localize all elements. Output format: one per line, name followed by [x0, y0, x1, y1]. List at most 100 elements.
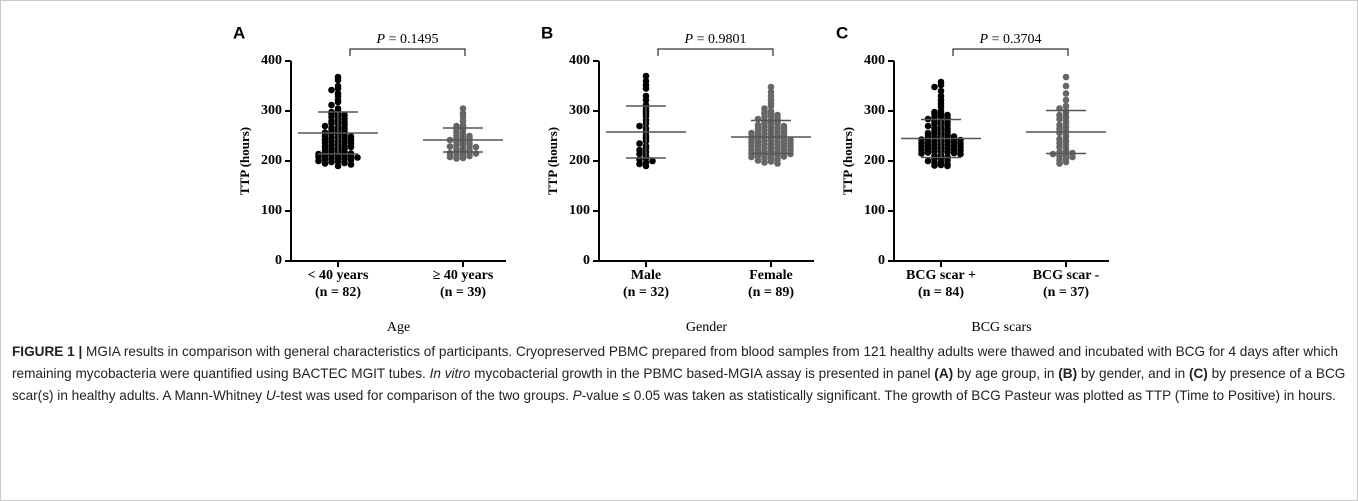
error-bar	[751, 119, 791, 155]
data-point	[1062, 90, 1070, 97]
panel-label: A	[233, 23, 245, 42]
data-point	[347, 143, 355, 151]
caption-text: by gender, and in	[1077, 366, 1189, 381]
y-axis-label: TTP (hours)	[237, 127, 252, 195]
p-number: = 0.9801	[693, 32, 746, 47]
y-tick-label: 200	[864, 153, 885, 168]
data-point	[315, 157, 322, 165]
data-point	[642, 72, 650, 80]
data-point	[748, 153, 755, 161]
x-axis-label: Age	[387, 320, 410, 335]
data-point	[761, 159, 768, 166]
error-bar	[1046, 109, 1086, 155]
caption-text: U	[265, 388, 276, 403]
data-point	[1069, 153, 1076, 161]
y-axis-label: TTP (hours)	[840, 127, 855, 195]
p-value: P = 0.9801	[684, 32, 747, 47]
data-point	[924, 149, 932, 156]
caption-text: P	[572, 388, 582, 403]
y-tick-label: 200	[261, 153, 282, 168]
data-point	[944, 162, 951, 170]
data-point	[446, 153, 454, 161]
data-point	[1056, 129, 1063, 137]
data-point	[642, 85, 650, 92]
data-point	[931, 83, 938, 91]
data-point	[334, 98, 342, 106]
data-point	[1056, 115, 1063, 123]
y-tick-label: 400	[569, 53, 590, 68]
data-point	[466, 152, 473, 160]
data-point	[767, 102, 775, 110]
significance-bracket	[657, 48, 774, 56]
data-point	[636, 160, 643, 168]
x-tick-count: (n = 39)	[440, 285, 486, 300]
data-point	[341, 159, 348, 167]
data-point	[1056, 160, 1063, 167]
x-tick-count: (n = 37)	[1043, 285, 1089, 300]
figure-panels: A TTP (hours) 0 100 200 300 400 < 40 years (n = …	[233, 23, 1109, 335]
data-point	[334, 162, 342, 170]
data-point	[347, 161, 355, 168]
data-point	[754, 115, 762, 123]
p-number: = 0.1495	[385, 32, 438, 47]
x-tick-label: Male	[631, 268, 661, 283]
x-tick-count: (n = 89)	[748, 285, 794, 300]
data-point	[328, 101, 335, 109]
caption-text: -test was used for comparison of the two…	[275, 388, 573, 403]
data-point	[944, 148, 951, 156]
data-point	[918, 150, 925, 157]
caption-text: In vitro	[429, 366, 471, 381]
x-axis-label: BCG scars	[971, 320, 1031, 335]
data-point	[334, 76, 342, 84]
caption-text: FIGURE 1 |	[12, 344, 83, 359]
data-point	[321, 122, 329, 130]
data-point	[453, 155, 460, 162]
p-value: P = 0.3704	[979, 32, 1042, 47]
y-tick-label: 200	[569, 153, 590, 168]
x-tick-label: BCG scar +	[906, 268, 976, 283]
data-point	[950, 149, 958, 157]
x-tick-count: (n = 82)	[315, 285, 361, 300]
caption-text: -value ≤ 0.05 was taken as statistically…	[581, 388, 1336, 403]
data-point	[636, 150, 643, 158]
data-point	[937, 87, 945, 95]
y-tick-label: 0	[275, 253, 282, 268]
data-point	[328, 86, 335, 94]
data-point	[767, 158, 775, 165]
data-point	[1062, 73, 1070, 81]
y-tick-label: 100	[261, 203, 282, 218]
x-tick-label: ≥ 40 years	[433, 268, 494, 283]
y-axis-label: TTP (hours)	[545, 127, 560, 195]
data-point	[636, 122, 643, 130]
data-point	[1062, 96, 1070, 104]
caption-text: by presence of a BCG scar(s) in healthy …	[12, 366, 1346, 403]
data-point	[446, 143, 454, 150]
p-symbol: P	[376, 32, 386, 47]
y-tick-label: 300	[864, 103, 885, 118]
data-point	[642, 96, 650, 104]
figure-caption: FIGURE 1 | MGIA results in comparison wi…	[12, 341, 1348, 407]
p-number: = 0.3704	[988, 32, 1041, 47]
significance-bracket	[349, 48, 466, 56]
data-point	[957, 150, 964, 158]
data-point	[1062, 158, 1070, 166]
significance-bracket	[952, 48, 1069, 56]
data-point	[1062, 82, 1070, 90]
y-tick-label: 400	[261, 53, 282, 68]
x-tick-label: Female	[749, 268, 793, 283]
p-value: P = 0.1495	[376, 32, 439, 47]
x-tick-count: (n = 32)	[623, 285, 669, 300]
error-bar	[443, 127, 483, 153]
x-tick-label: BCG scar -	[1033, 268, 1100, 283]
data-point	[937, 81, 945, 89]
data-point	[636, 140, 643, 147]
data-point	[931, 162, 938, 169]
x-tick-label: < 40 years	[308, 268, 369, 283]
caption-text: by age group, in	[953, 366, 1059, 381]
x-tick-count: (n = 84)	[918, 285, 964, 300]
error-bar	[626, 105, 666, 159]
y-tick-label: 300	[261, 103, 282, 118]
caption-text: (A)	[934, 366, 954, 381]
p-symbol: P	[684, 32, 694, 47]
